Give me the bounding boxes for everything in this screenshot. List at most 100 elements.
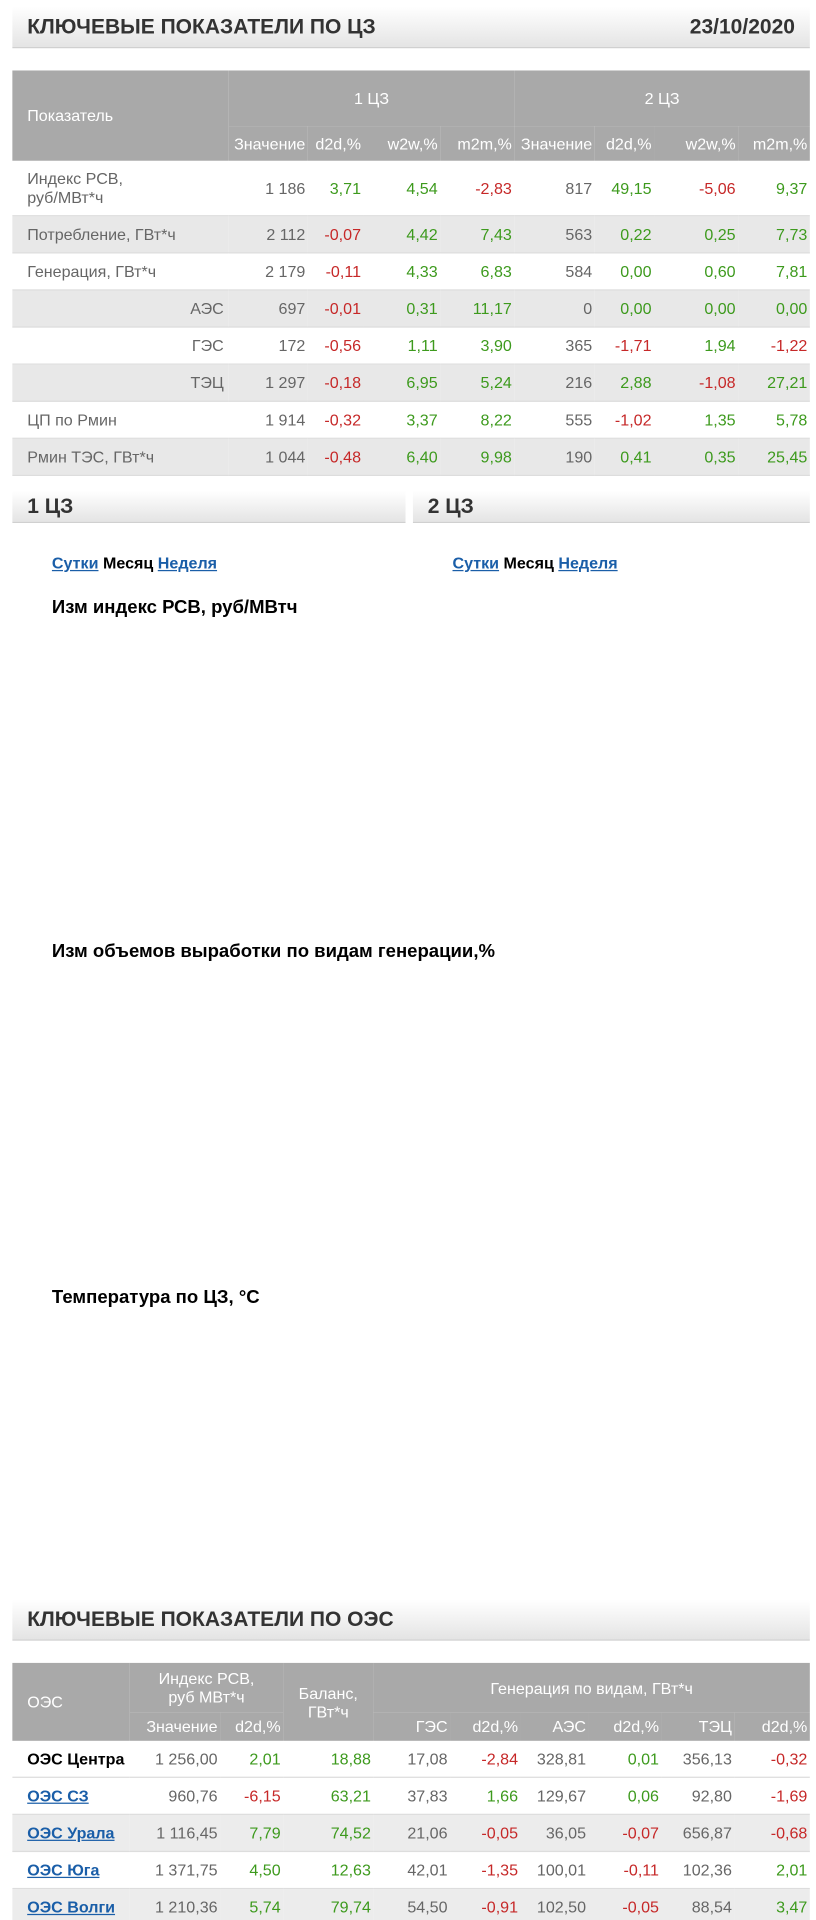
table-cell: 1,35 — [704, 410, 736, 430]
table-cell: -1,71 — [614, 336, 652, 355]
table-cell: 0,31 — [406, 299, 438, 318]
table-cell: 6,95 — [406, 373, 438, 392]
table-cell: 9,37 — [776, 178, 808, 198]
table-cell: 2,01 — [249, 1749, 281, 1768]
table-cell: 129,67 — [536, 1786, 587, 1806]
header-bar: КЛЮЧЕВЫЕ ПОКАЗАТЕЛИ ПО ОЭС — [12, 1599, 810, 1641]
column-header: ТЭЦ — [661, 1712, 735, 1741]
table-row: Рмин ТЭС, ГВт*ч 1 044 -0,48 6,40 9,98 190 0,41… — [12, 438, 810, 476]
table-cell: -0,32 — [324, 410, 362, 430]
table-cell: 49,15 — [611, 178, 652, 198]
table-cell: 1 256,00 — [155, 1749, 218, 1768]
column-header: d2d,% — [307, 126, 364, 161]
row-label: ЦП по Рмин — [27, 410, 117, 430]
table-cell: 0,00 — [704, 299, 736, 318]
table-cell: 25,45 — [767, 447, 808, 467]
table-cell: 18,88 — [330, 1749, 371, 1768]
table-cell: 1 044 — [265, 447, 306, 467]
header-bar: КЛЮЧЕВЫЕ ПОКАЗАТЕЛИ ПО ЦЗ 23/10/2020 — [12, 6, 810, 49]
table-cell: 4,54 — [406, 178, 438, 198]
table-row: ОЭС СЗ 960,76 -6,15 63,21 37,83 1,66 129,67 0,0… — [12, 1777, 810, 1815]
tab-link[interactable]: Сутки — [51, 553, 99, 573]
table-cell: -1,69 — [770, 1786, 808, 1806]
header-cell: Индекс РСВ, руб МВт*ч — [129, 1662, 284, 1713]
table-cell: -1,35 — [481, 1860, 519, 1880]
row-label: ГЭС — [191, 336, 224, 355]
table-cell: 2 112 — [266, 225, 306, 244]
row-label: Индекс РСВ, руб/МВт*ч — [27, 169, 123, 207]
oes-title: КЛЮЧЕВЫЕ ПОКАЗАТЕЛИ ПО ОЭС — [27, 1607, 394, 1631]
group-header: 1 ЦЗ — [228, 70, 515, 127]
cz-table: Показатель 1 ЦЗ 2 ЦЗ Значение d2d,% w2w,% m… — [12, 70, 810, 476]
table-cell: 0,41 — [620, 447, 652, 467]
table-cell: 3,47 — [776, 1897, 808, 1917]
tabs: Сутки Месяц Неделя — [453, 554, 618, 573]
table-row: ТЭЦ 1 297 -0,18 6,95 5,24 216 2,88 -1,08 27,21 — [12, 364, 810, 402]
tab-link[interactable]: Неделя — [558, 553, 618, 573]
table-cell: 36,05 — [545, 1823, 587, 1843]
table-cell: 63,21 — [330, 1786, 371, 1806]
table-cell: 9,98 — [480, 447, 512, 467]
table-cell: 5,74 — [249, 1897, 281, 1917]
table-row: Генерация, ГВт*ч 2 179 -0,11 4,33 6,83 584 0,0… — [12, 253, 810, 290]
table-cell: -0,05 — [481, 1823, 519, 1843]
table-row: ОЭС Волги 1 210,36 5,74 79,74 54,50 -0,91 102,… — [12, 1888, 810, 1920]
table-cell: -0,01 — [324, 299, 362, 318]
table-cell: 656,87 — [682, 1823, 732, 1843]
header-cell: Баланс, ГВт*ч — [283, 1662, 374, 1741]
table-cell: 27,21 — [767, 373, 808, 392]
row-label: Потребление, ГВт*ч — [27, 225, 176, 244]
row-label: Генерация, ГВт*ч — [27, 262, 157, 281]
table-cell: 1 210,36 — [155, 1897, 218, 1917]
table-cell: 17,08 — [407, 1749, 448, 1768]
table-cell: 2,88 — [620, 373, 652, 392]
table-cell: 1 371,75 — [155, 1860, 218, 1880]
header-cell: Показатель — [12, 70, 229, 161]
column-header: d2d,% — [734, 1712, 810, 1741]
table-row: ОЭС Урала 1 116,45 7,79 74,52 21,06 -0,05 36,0… — [12, 1814, 810, 1852]
table-cell: -0,48 — [324, 447, 362, 467]
table-cell: 356,13 — [682, 1749, 732, 1768]
table-row: АЭС 697 -0,01 0,31 11,17 0 0,00 0,00 0,00 — [12, 289, 810, 328]
oes-link[interactable]: ОЭС Урала — [27, 1823, 115, 1843]
tab-active: Месяц — [503, 553, 554, 573]
table-cell: 100,01 — [536, 1860, 587, 1880]
table-cell: 960,76 — [168, 1786, 218, 1806]
table-cell: 0,60 — [704, 262, 736, 281]
oes-link[interactable]: ОЭС СЗ — [27, 1786, 89, 1806]
table-cell: 4,42 — [406, 225, 438, 244]
table-cell: 92,80 — [691, 1786, 732, 1806]
oes-link[interactable]: ОЭС Юга — [27, 1860, 100, 1880]
row-label: ОЭС СЗ — [12, 1777, 129, 1814]
table-cell: 79,74 — [330, 1897, 371, 1917]
column-header: Значение — [129, 1712, 221, 1741]
table-cell: 0,22 — [620, 225, 652, 244]
column-header: m2m,% — [738, 126, 810, 161]
tab-link[interactable]: Неделя — [157, 553, 218, 573]
table-cell: -0,56 — [324, 336, 362, 355]
table-cell: -0,11 — [623, 1860, 659, 1880]
tab-link[interactable]: Сутки — [452, 553, 500, 573]
column-header: d2d,% — [220, 1712, 284, 1741]
table-cell: 12,63 — [330, 1860, 371, 1880]
table-cell: 37,83 — [407, 1786, 448, 1806]
table-cell: 0,01 — [627, 1749, 659, 1768]
table-cell: 0 — [583, 299, 593, 318]
table-cell: -0,11 — [325, 262, 362, 281]
row-label: ОЭС Волги — [12, 1889, 129, 1920]
row-label: ОЭС Урала — [12, 1814, 129, 1851]
row-label: ОЭС Юга — [12, 1851, 129, 1888]
table-cell: 555 — [565, 410, 593, 430]
table-cell: -6,15 — [244, 1786, 281, 1806]
table-cell: 88,54 — [691, 1897, 732, 1917]
table-cell: -0,18 — [324, 373, 362, 392]
header-cell: Генерация по видам, ГВт*ч — [373, 1662, 810, 1713]
table-cell: 1 297 — [265, 373, 306, 392]
table-cell: 4,50 — [249, 1860, 281, 1880]
row-label: Рмин ТЭС, ГВт*ч — [27, 447, 155, 467]
oes-link[interactable]: ОЭС Волги — [27, 1897, 116, 1917]
panel-title: 1 ЦЗ — [27, 493, 74, 518]
table-cell: 563 — [565, 225, 593, 244]
